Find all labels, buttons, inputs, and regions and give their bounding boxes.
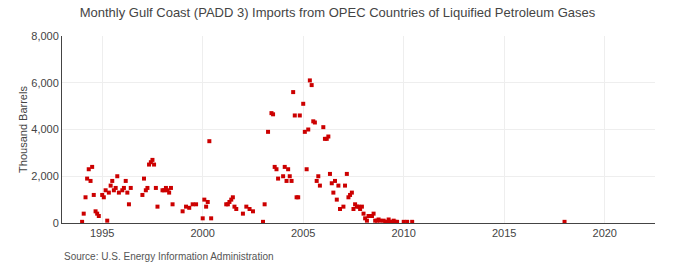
svg-text:Source: U.S. Energy Informatio: Source: U.S. Energy Information Administ… bbox=[64, 251, 274, 262]
svg-text:4,000: 4,000 bbox=[31, 123, 59, 135]
svg-text:2005: 2005 bbox=[291, 227, 315, 239]
svg-text:2,000: 2,000 bbox=[31, 170, 59, 182]
svg-text:2000: 2000 bbox=[190, 227, 214, 239]
svg-text:Thousand Barrels: Thousand Barrels bbox=[17, 86, 29, 173]
svg-text:0: 0 bbox=[53, 217, 59, 229]
svg-text:2015: 2015 bbox=[492, 227, 516, 239]
svg-text:2010: 2010 bbox=[391, 227, 415, 239]
svg-text:Monthly Gulf Coast (PADD 3) Im: Monthly Gulf Coast (PADD 3) Imports from… bbox=[80, 5, 596, 20]
svg-text:1995: 1995 bbox=[90, 227, 114, 239]
svg-text:6,000: 6,000 bbox=[31, 77, 59, 89]
svg-text:8,000: 8,000 bbox=[31, 30, 59, 42]
svg-text:2020: 2020 bbox=[593, 227, 617, 239]
